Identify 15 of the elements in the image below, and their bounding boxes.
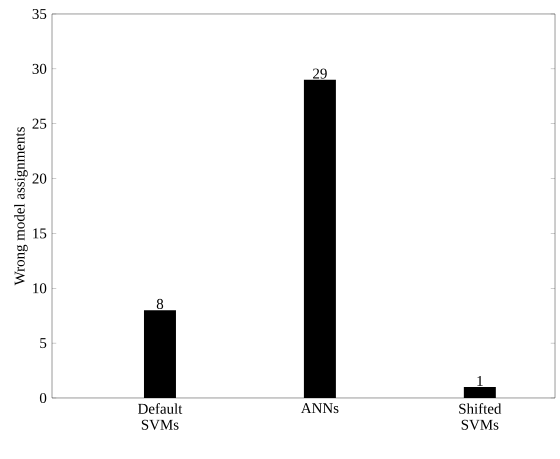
y-tick-label: 30	[32, 64, 46, 74]
data-label: 1	[477, 376, 483, 386]
y-tick-label: 0	[40, 392, 46, 404]
y-tick-label: 5	[40, 338, 46, 348]
x-tick-label: ANNs	[300, 403, 338, 414]
y-tick-label: 35	[32, 8, 46, 19]
data-label: 8	[156, 298, 164, 310]
y-tick-label: 15	[33, 228, 46, 238]
x-tick-label: Shifted SVMs	[459, 403, 502, 430]
y-tick-label: 25	[32, 118, 46, 129]
data-label: 29	[313, 68, 327, 79]
y-tick-label: 10	[33, 283, 46, 294]
y-tick-label: 20	[32, 174, 46, 184]
y-axis-title: Wrong model assignments	[14, 127, 28, 286]
x-tick-label: Default SVMs	[138, 403, 182, 430]
